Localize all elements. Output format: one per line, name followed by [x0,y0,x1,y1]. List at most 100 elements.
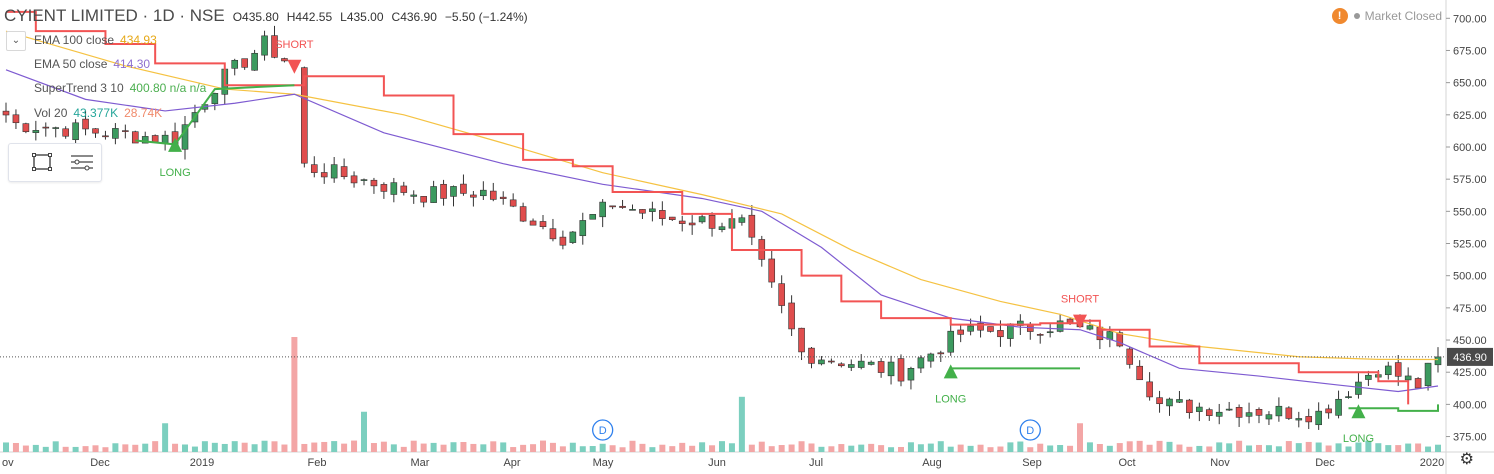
volume-bar [122,444,129,452]
volume-bar [440,444,447,452]
volume-bar [868,443,875,452]
indicator-ema50[interactable]: EMA 50 close 414.30 [34,55,150,73]
candle-body [1046,331,1054,334]
volume-bar [92,445,99,452]
candle-body [1404,375,1412,381]
candle-body [1056,320,1064,332]
volume-bar [1275,446,1282,452]
volume-bar [420,443,427,452]
gear-icon[interactable]: ⚙ [1459,451,1474,468]
candle-body [1365,374,1372,380]
candle-body [828,360,835,363]
volume-bar [291,337,298,452]
x-tick-label: Dec [90,457,110,469]
candle-body [181,124,189,150]
candle-body [688,222,696,226]
collapse-legend-button[interactable]: ⌄ [6,31,26,51]
volume-bar [917,444,924,452]
volume-bar [858,444,865,452]
volume-bar [1116,443,1123,452]
volume-bar [460,442,467,452]
volume-bar [728,443,735,452]
volume-bar [72,446,79,452]
volume-bar [848,445,855,452]
candle-body [320,172,328,178]
candle-body [350,175,358,184]
volume-bar [22,445,29,452]
volume-bar [669,446,676,452]
indicator-name: Vol 20 [34,106,68,120]
candle-body [957,329,964,335]
volume-bar [1086,442,1093,452]
candle-body [151,135,159,143]
candle-body [450,186,457,197]
volume-bar [1315,442,1322,452]
volume-bar [768,446,775,452]
candle-body [1036,334,1044,336]
last-price-tag [1447,347,1493,366]
volume-bar [798,441,805,452]
candle-body [1126,348,1134,365]
y-tick-label: 425.00 [1453,367,1487,379]
warning-icon[interactable]: ! [1331,8,1348,24]
candle-body [818,359,825,365]
y-tick-label: 625.00 [1453,110,1487,122]
volume-bar [907,442,914,452]
volume-bar [82,446,89,452]
volume-bar [977,444,984,452]
candle-body [1335,398,1342,416]
candle-body [1186,399,1193,413]
candle-body [281,58,288,62]
volume-bar [788,444,795,452]
volume-bar [510,447,517,452]
candle-body [1295,418,1303,421]
lines-tool-icon[interactable] [69,152,95,172]
volume-bar [619,447,626,452]
candle-body [489,190,497,200]
long-signal-arrow-icon [168,137,183,152]
candle-body [1345,396,1352,398]
candle-body [549,228,557,240]
dividend-marker[interactable] [592,419,614,441]
market-status: ! Market Closed [1331,8,1442,24]
candle-body [420,196,427,203]
long-signal-arrow-icon [1351,404,1366,419]
candle-body [112,128,119,139]
candle-body [1265,414,1273,420]
candle-body [897,358,905,382]
volume-bar [520,444,527,452]
indicator-supertrend[interactable]: SuperTrend 3 10 400.80 n/a n/a [34,79,206,97]
x-tick-label: May [593,457,614,469]
volume-bar [1425,446,1432,452]
indicator-ema100[interactable]: EMA 100 close 434.93 [34,31,157,49]
volume-bar [808,443,815,452]
volume-bar [341,443,348,452]
candle-body [937,352,945,355]
candle-body [92,128,99,134]
volume-bar [758,441,765,452]
indicator-volume[interactable]: Vol 20 43.377K 28.74K [34,104,162,122]
candle-body [519,206,527,222]
candle-body [977,322,984,331]
volume-bar [699,442,706,452]
short-signal-arrow-icon [1073,314,1087,329]
candle-body [440,183,447,199]
y-tick-label: 450.00 [1453,335,1487,347]
volume-bar [559,446,566,452]
volume-bar [311,442,318,452]
volume-bar [3,442,9,452]
volume-bar [639,443,646,452]
dividend-marker[interactable] [1019,419,1041,441]
volume-bar [838,444,845,452]
volume-bar [1057,445,1064,452]
candle-body [509,199,517,207]
high-value: H442.55 [286,10,333,24]
rectangle-tool-icon[interactable] [31,152,53,172]
volume-bar [251,444,258,452]
volume-bar [957,444,964,452]
candle-body [1215,411,1223,417]
candle-body [1394,362,1402,377]
candle-body [997,330,1004,338]
candle-body [529,220,537,226]
